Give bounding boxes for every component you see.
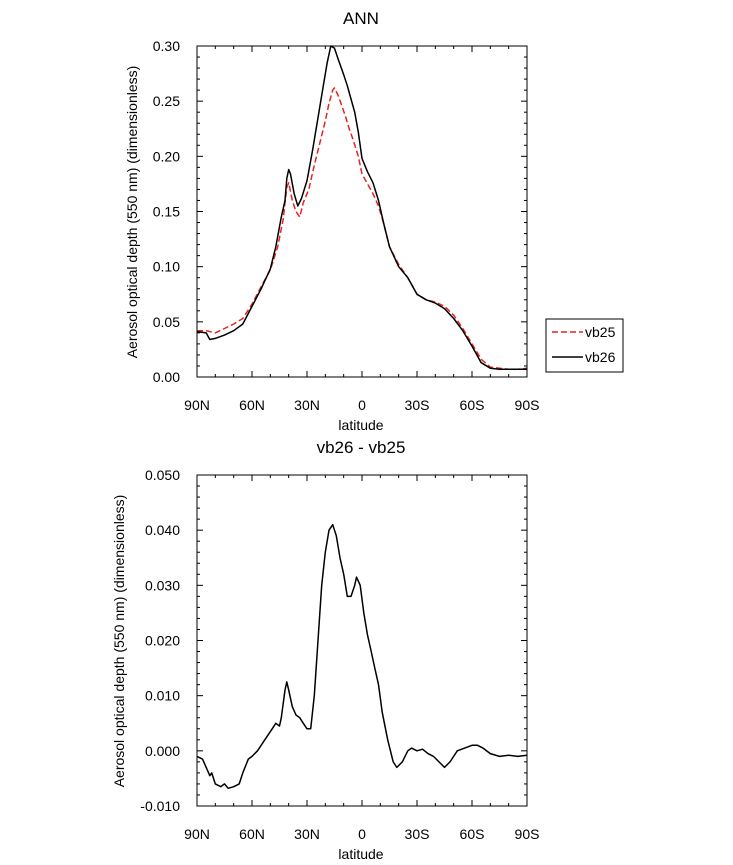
bottom-panel-frame — [196, 474, 528, 807]
top-panel-frame — [196, 45, 528, 378]
series-line-vb25 — [197, 87, 528, 371]
y-tick-label: 0.20 — [153, 148, 180, 164]
x-tick-label: 60S — [460, 397, 485, 413]
bottom-panel: vb26 - vb25 Aerosol optical depth (550 n… — [111, 438, 539, 862]
top-panel-ylabel: Aerosol optical depth (550 nm) (dimensio… — [124, 66, 140, 359]
top-panel-xlabel: latitude — [338, 417, 383, 433]
y-tick-label: 0.25 — [153, 93, 180, 109]
y-tick-label: 0.010 — [145, 688, 180, 704]
x-tick-label: 30N — [294, 397, 320, 413]
bottom-panel-title: vb26 - vb25 — [317, 438, 406, 457]
x-tick-label: 60N — [239, 826, 265, 842]
x-tick-label: 0 — [358, 397, 366, 413]
y-tick-label: -0.010 — [140, 798, 180, 814]
top-panel: ANN Aerosol optical depth (550 nm) (dime… — [124, 9, 539, 433]
y-tick-label: 0.30 — [153, 38, 180, 54]
bottom-panel-plot: -0.010 0.000 0.010 0.020 0.030 0.040 0.050 90N 6… — [140, 467, 539, 842]
legend-label-vb26: vb26 — [585, 349, 616, 365]
x-tick-label: 30S — [405, 826, 430, 842]
series-line-vb26 — [196, 45, 527, 371]
x-tick-label: 30S — [405, 397, 430, 413]
y-tick-label: 0.00 — [153, 369, 180, 385]
x-tick-label: 0 — [358, 826, 366, 842]
bottom-panel-ylabel: Aerosol optical depth (550 nm) (dimensio… — [111, 495, 127, 788]
y-tick-label: 0.050 — [145, 467, 180, 483]
y-tick-label: 0.020 — [145, 633, 180, 649]
top-panel-gridless-plot: 0.00 0.05 0.10 0.15 0.20 0.25 0.30 90N 60N 30N 0 30… — [153, 38, 540, 413]
y-tick-label: 0.030 — [145, 577, 180, 593]
series-line-diff-0 — [196, 523, 528, 790]
x-tick-label: 60S — [460, 826, 485, 842]
y-tick-label: 0.000 — [145, 743, 180, 759]
bottom-panel-xlabel: latitude — [338, 846, 383, 862]
legend-box — [545, 318, 624, 373]
x-tick-label: 90N — [184, 397, 210, 413]
x-tick-label: 90S — [515, 397, 540, 413]
x-tick-label: 90S — [515, 826, 540, 842]
legend-label-vb25: vb25 — [585, 324, 616, 340]
x-tick-label: 30N — [294, 826, 320, 842]
legend: vb25 vb26 — [545, 318, 624, 373]
top-panel-title: ANN — [343, 9, 379, 28]
y-tick-label: 0.15 — [153, 204, 180, 220]
x-tick-label: 60N — [239, 397, 265, 413]
y-tick-label: 0.040 — [145, 522, 180, 538]
y-tick-label: 0.05 — [153, 314, 180, 330]
y-tick-label: 0.10 — [153, 259, 180, 275]
x-tick-label: 90N — [184, 826, 210, 842]
